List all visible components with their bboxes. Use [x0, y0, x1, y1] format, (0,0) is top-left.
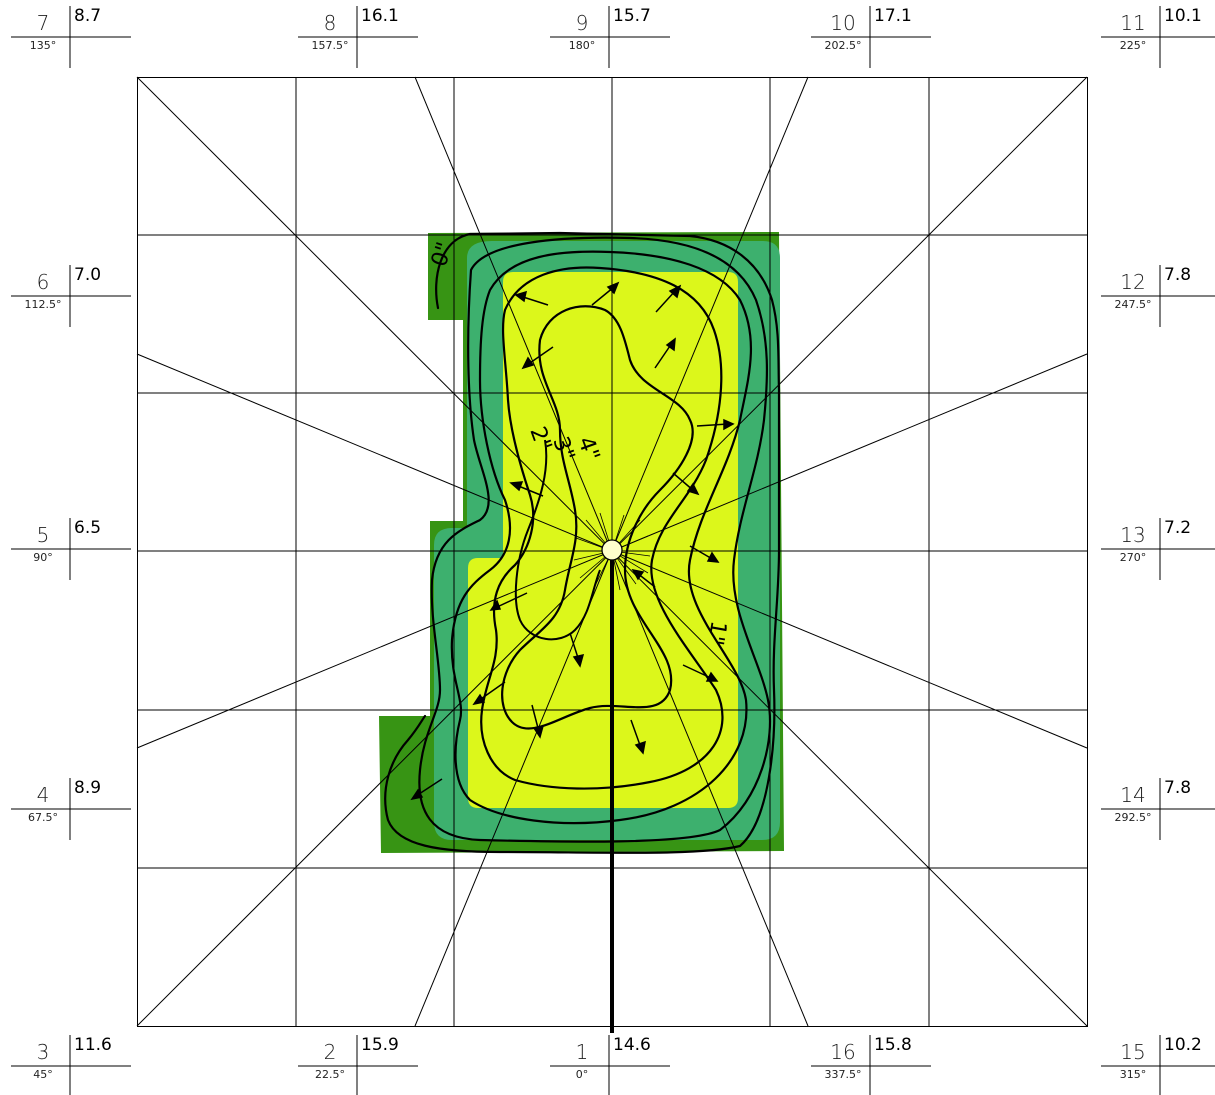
station-number: 8 [324, 11, 337, 35]
station-angle: 180° [569, 39, 596, 52]
station-label-5: 5 90° 6.5 [11, 518, 131, 580]
station-angle: 202.5° [825, 39, 862, 52]
station-angle: 270° [1120, 551, 1147, 564]
station-number: 1 [576, 1040, 589, 1064]
station-value: 8.7 [74, 6, 101, 26]
station-label-13: 13 270° 7.2 [1101, 518, 1215, 580]
station-label-3: 3 45° 11.6 [11, 1035, 131, 1095]
station-number: 5 [37, 523, 50, 547]
station-angle: 90° [33, 551, 53, 564]
slope-arrow [630, 719, 646, 755]
station-value: 15.8 [874, 1035, 912, 1055]
station-label-6: 6 112.5° 7.0 [11, 265, 131, 327]
contour-line-0 [384, 231, 781, 854]
station-label-11: 11 225° 10.1 [1101, 6, 1215, 68]
contour-line-1 [418, 236, 772, 843]
station-value: 17.1 [874, 6, 912, 26]
station-value: 8.9 [74, 778, 101, 798]
station-value: 11.6 [74, 1035, 112, 1055]
slope-arrow [682, 664, 719, 682]
slope-arrow [655, 284, 682, 313]
station-number: 6 [37, 270, 50, 294]
station-label-8: 8 157.5° 16.1 [298, 6, 418, 68]
station-label-15: 15 315° 10.2 [1101, 1035, 1215, 1095]
station-number: 9 [576, 11, 589, 35]
green-zones [379, 232, 784, 853]
station-value: 10.1 [1164, 6, 1202, 26]
station-value: 6.5 [74, 518, 101, 538]
slope-arrow [569, 632, 585, 668]
station-label-14: 14 292.5° 7.8 [1101, 778, 1215, 840]
contour-line-3 [480, 266, 724, 790]
hole-cup [601, 539, 623, 561]
station-angle: 135° [30, 39, 57, 52]
slope-arrow [489, 592, 528, 611]
station-label-12: 12 247.5° 7.8 [1101, 265, 1215, 327]
station-number: 14 [1120, 783, 1145, 807]
station-angle: 67.5° [28, 811, 58, 824]
slope-arrow [531, 704, 545, 739]
station-angle: 337.5° [825, 1068, 862, 1081]
contour-line-4 [501, 305, 694, 730]
contour-label-1: 1" [702, 619, 731, 647]
slope-arrow [521, 346, 554, 370]
station-label-16: 16 337.5° 15.8 [811, 1035, 931, 1095]
station-value: 7.8 [1164, 778, 1191, 798]
station-number: 13 [1120, 523, 1145, 547]
station-label-7: 7 135° 8.7 [11, 6, 131, 68]
contour-lines [384, 231, 781, 854]
slope-arrow [631, 568, 656, 588]
station-angle: 292.5° [1115, 811, 1152, 824]
station-value: 7.8 [1164, 265, 1191, 285]
station-number: 7 [37, 11, 50, 35]
station-value: 7.2 [1164, 518, 1191, 538]
station-value: 16.1 [361, 6, 399, 26]
station-label-1: 1 0° 14.6 [550, 1035, 670, 1095]
station-label-9: 9 180° 15.7 [550, 6, 670, 68]
station-number: 10 [830, 11, 855, 35]
slope-arrow [654, 337, 676, 369]
station-value: 10.2 [1164, 1035, 1202, 1055]
station-angle: 45° [33, 1068, 53, 1081]
station-value: 14.6 [613, 1035, 651, 1055]
station-number: 16 [830, 1040, 855, 1064]
slope-arrow [509, 481, 544, 497]
station-angle: 225° [1120, 39, 1147, 52]
contour-line-near-hole [514, 439, 601, 641]
station-number: 4 [37, 783, 50, 807]
station-number: 3 [37, 1040, 50, 1064]
station-angle: 0° [576, 1068, 589, 1081]
station-label-10: 10 202.5° 17.1 [811, 6, 931, 68]
slope-arrow [696, 418, 735, 431]
station-number: 12 [1120, 270, 1145, 294]
contour-inner-lines [514, 439, 601, 641]
station-labels: 1 0° 14.6 2 22.5° 15.9 3 45° 11.6 4 67.5° 8.9 5 90° 6.… [11, 6, 1215, 1095]
slope-arrow [472, 681, 506, 706]
station-number: 15 [1120, 1040, 1145, 1064]
station-angle: 315° [1120, 1068, 1147, 1081]
slope-arrow [514, 290, 549, 306]
station-angle: 22.5° [315, 1068, 345, 1081]
slope-arrow [591, 281, 620, 306]
station-value: 7.0 [74, 265, 101, 285]
station-value: 15.9 [361, 1035, 399, 1055]
station-label-4: 4 67.5° 8.9 [11, 778, 131, 840]
slope-arrow [410, 778, 443, 801]
slope-arrow [689, 545, 720, 563]
station-number: 2 [324, 1040, 337, 1064]
station-label-2: 2 22.5° 15.9 [298, 1035, 418, 1095]
station-number: 11 [1120, 11, 1145, 35]
slope-arrows [410, 281, 735, 801]
station-angle: 112.5° [25, 298, 62, 311]
station-value: 15.7 [613, 6, 651, 26]
slope-arrow [672, 472, 700, 496]
station-angle: 247.5° [1115, 298, 1152, 311]
station-angle: 157.5° [312, 39, 349, 52]
contour-line-2 [450, 250, 753, 825]
